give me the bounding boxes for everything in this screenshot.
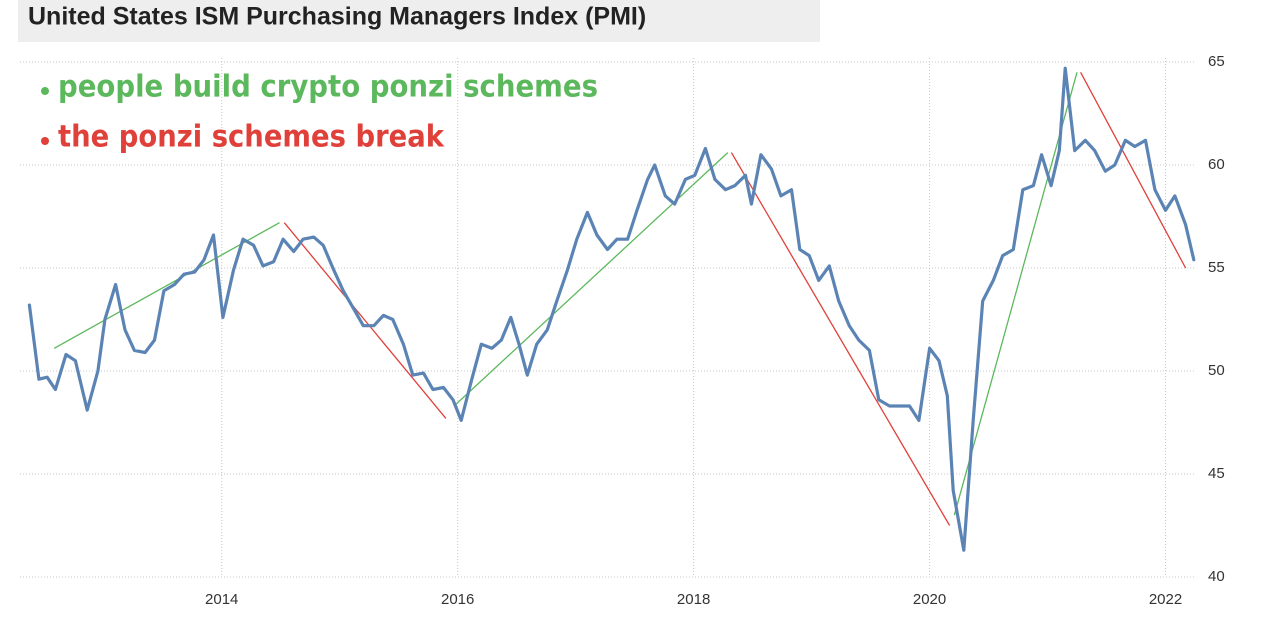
y-tick-label: 45 (1208, 465, 1225, 482)
trend-line (283, 222, 447, 419)
data-line (27, 66, 1196, 552)
y-tick-label: 65 (1208, 53, 1225, 70)
legend-text: people build crypto ponzi schemes (58, 70, 598, 105)
chart-title: United States ISM Purchasing Managers In… (28, 3, 646, 31)
legend-bullet (41, 87, 49, 95)
legend-bullet (41, 137, 49, 145)
legend-text: the ponzi schemes break (58, 120, 445, 155)
x-tick-label: 2016 (441, 591, 474, 608)
y-tick-label: 40 (1208, 568, 1225, 585)
y-tick-label: 55 (1208, 259, 1225, 276)
title-box (18, 0, 820, 42)
trend-line (1080, 71, 1187, 269)
trend-line (953, 72, 1078, 516)
x-tick-label: 2018 (677, 591, 710, 608)
y-tick-label: 50 (1208, 362, 1225, 379)
x-tick-label: 2022 (1149, 591, 1182, 608)
x-tick-label: 2014 (205, 591, 238, 608)
trend-line (730, 152, 951, 526)
y-tick-label: 60 (1208, 156, 1225, 173)
x-tick-label: 2020 (913, 591, 946, 608)
trend-line (453, 152, 729, 407)
